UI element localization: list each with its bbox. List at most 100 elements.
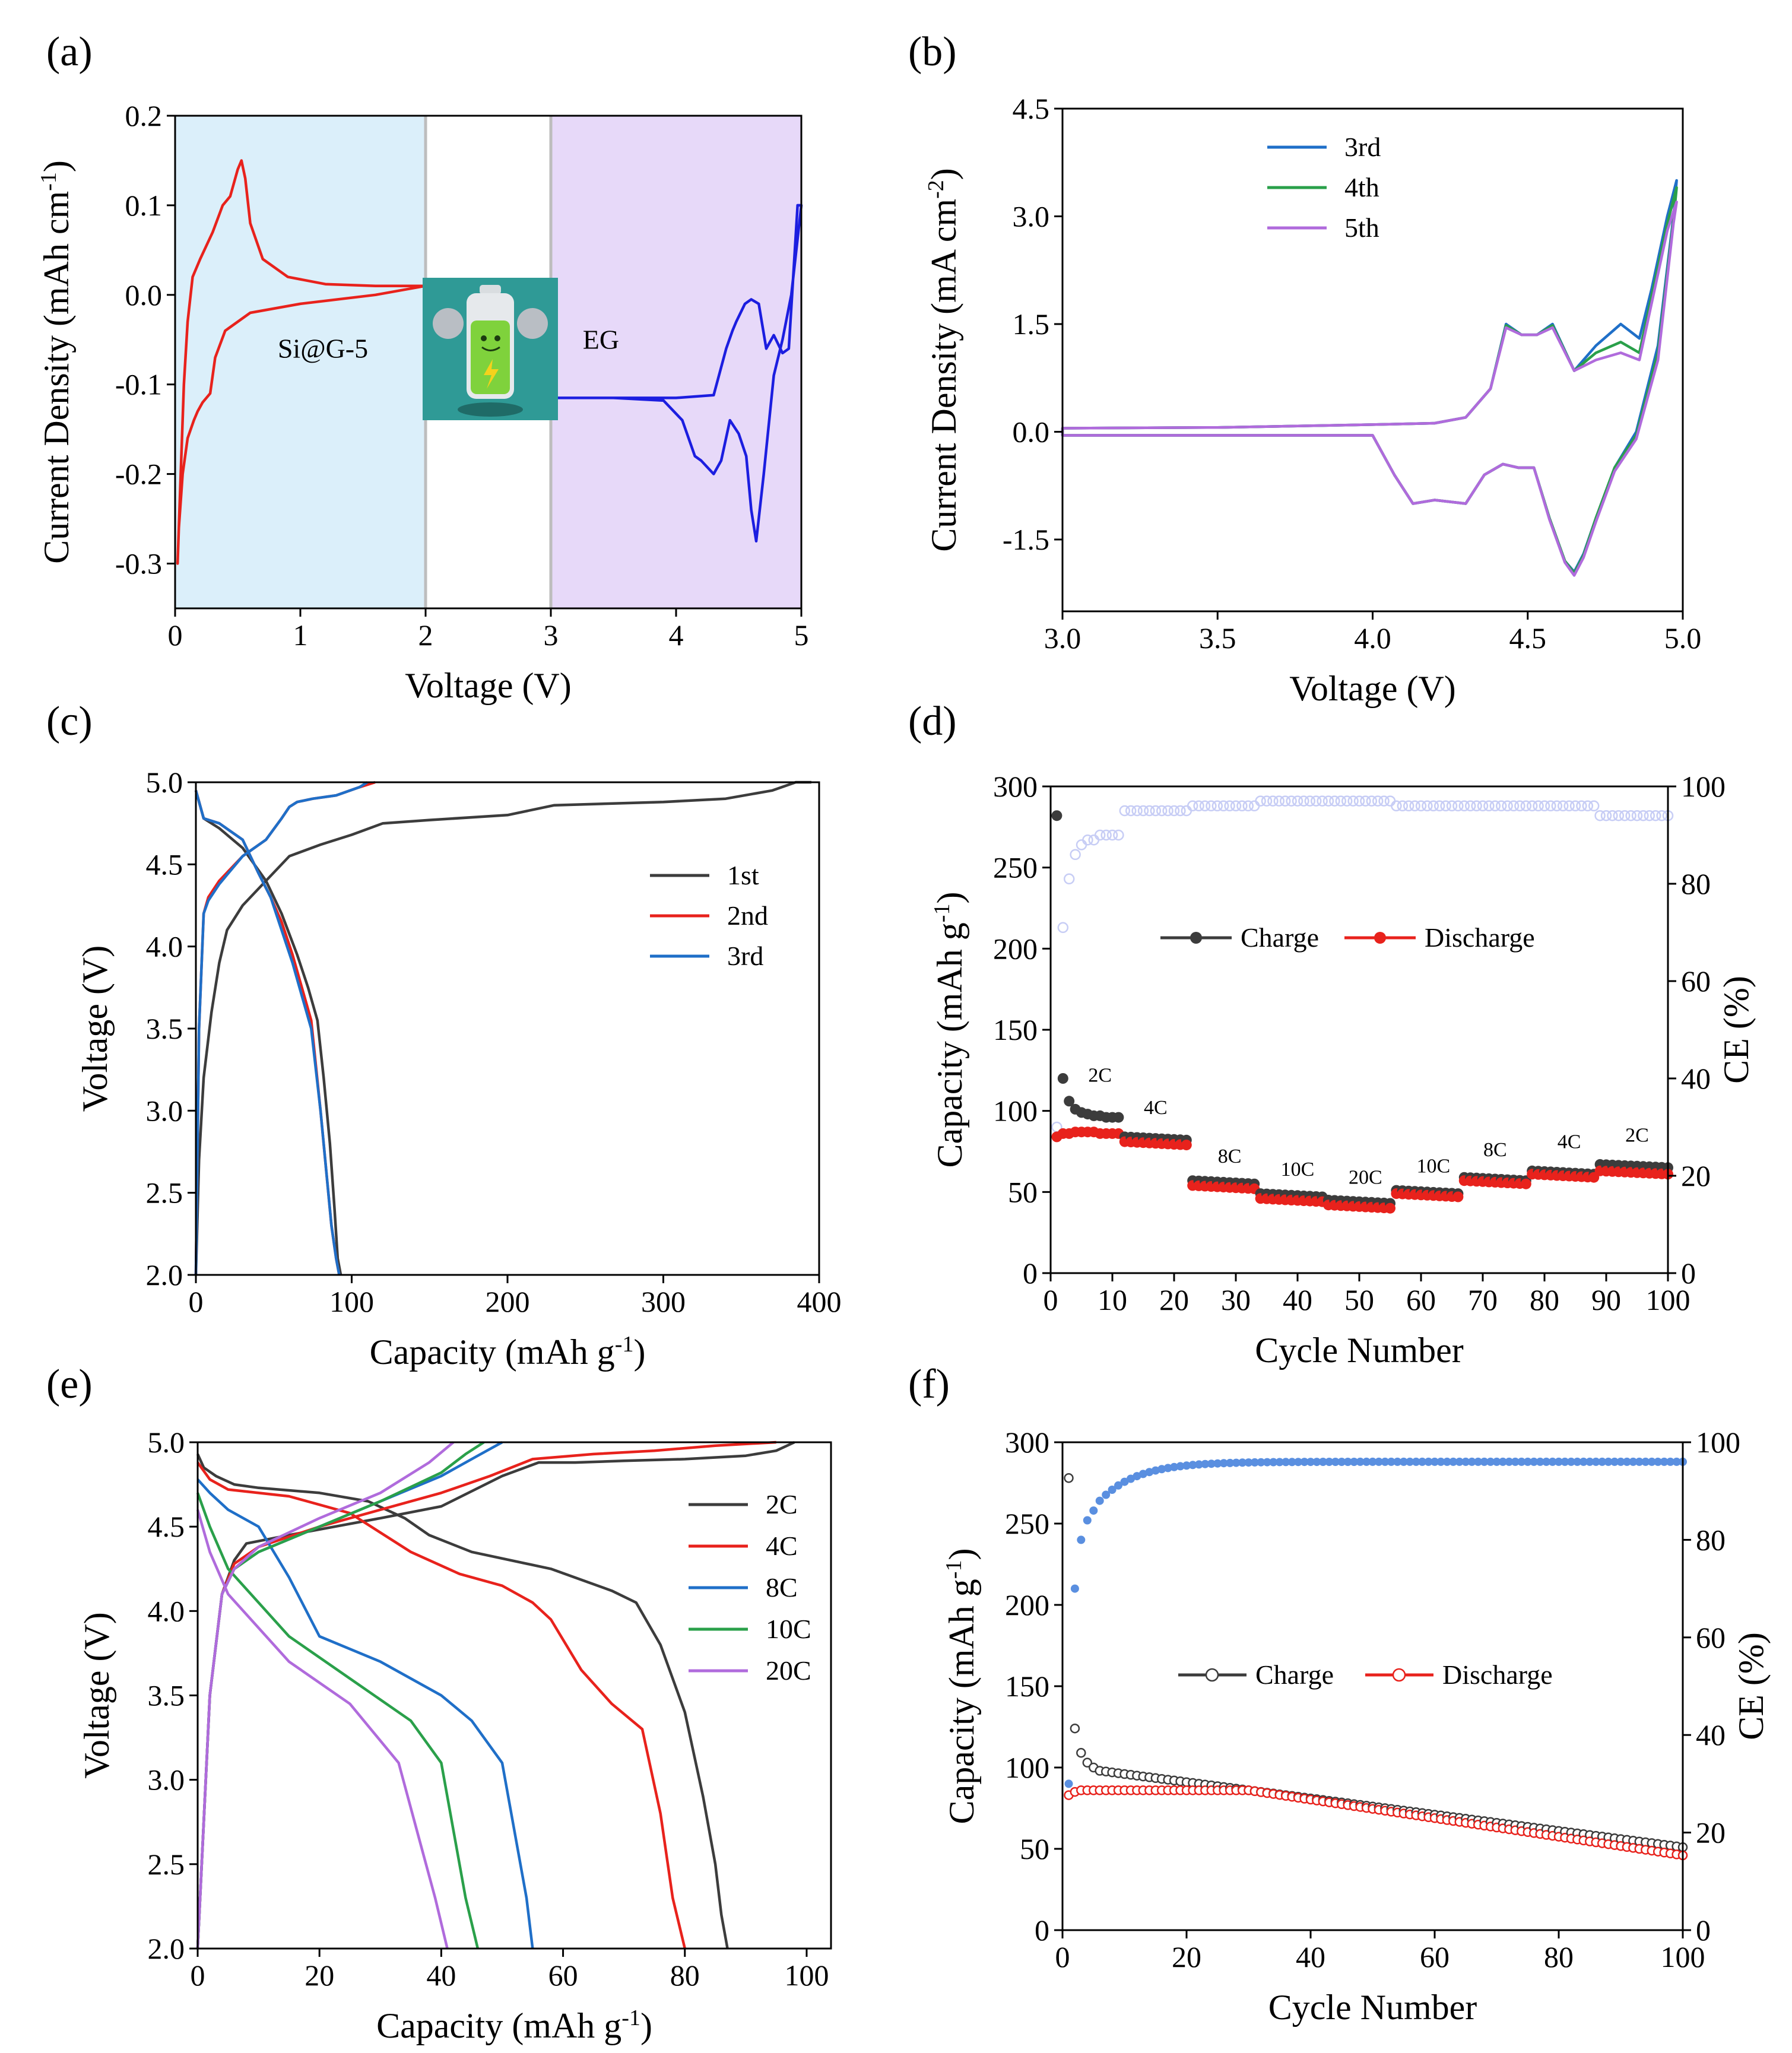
y-tick-label: 3.5 bbox=[146, 1012, 183, 1045]
battery-icon bbox=[423, 278, 558, 420]
chart-panel-c: 1st 2nd 3rd 0 100 200 300 400 2.0 2.5 3.0 3.5 4.0 4.5… bbox=[75, 766, 842, 1372]
x-tick-label: 400 bbox=[797, 1285, 842, 1318]
battery-shadow bbox=[458, 402, 523, 417]
y-right-tick-label: 60 bbox=[1696, 1621, 1726, 1654]
ce-point bbox=[1428, 800, 1439, 812]
y-right-tick-label: 100 bbox=[1696, 1426, 1740, 1459]
x-tick-label: 0 bbox=[191, 1959, 205, 1992]
ce-point bbox=[1656, 810, 1667, 821]
series-line-discharge bbox=[194, 790, 341, 1275]
rate-label: 8C bbox=[1218, 1146, 1242, 1167]
y-tick-label: 4.5 bbox=[1013, 92, 1050, 125]
ce-point bbox=[1600, 810, 1612, 821]
ce-point bbox=[1125, 805, 1137, 817]
rate-label: 4C bbox=[1144, 1097, 1168, 1119]
ce-point bbox=[1415, 800, 1427, 812]
ce-point bbox=[1579, 1457, 1588, 1466]
ce-point bbox=[1523, 1457, 1532, 1466]
y-tick-label: -0.1 bbox=[115, 368, 162, 401]
x-tick-label: 5.0 bbox=[1664, 621, 1702, 655]
y-tick-label: 4.5 bbox=[148, 1510, 185, 1543]
ce-point bbox=[1403, 800, 1414, 812]
legend-entry: 3rd bbox=[1344, 132, 1381, 162]
ce-point bbox=[1452, 800, 1464, 812]
charge-point bbox=[1113, 1112, 1124, 1123]
chart-panel-a: Si@G-5 EG 0 1 2 3 4 5 -0.3 -0.2 -0.1 0.0 0.1 0.2 Volta… bbox=[36, 99, 809, 705]
rate-label: 10C bbox=[1416, 1156, 1450, 1178]
ce-point bbox=[1607, 810, 1618, 821]
ce-point bbox=[1502, 800, 1513, 812]
ce-point bbox=[1322, 795, 1334, 807]
ce-point bbox=[1095, 1496, 1104, 1505]
series-line-charge bbox=[196, 1441, 455, 1949]
panel-label: (b) bbox=[908, 29, 957, 75]
x-axis-label: Voltage (V) bbox=[1289, 669, 1456, 708]
ce-point bbox=[1070, 1584, 1079, 1593]
discharge-point bbox=[1385, 1202, 1395, 1214]
series-line bbox=[1061, 186, 1678, 575]
ce-point bbox=[1176, 1462, 1185, 1471]
x-axis-label: Capacity (mAh g-1) bbox=[370, 1332, 646, 1372]
legend-entry: Discharge bbox=[1442, 1659, 1553, 1690]
ce-point bbox=[1100, 829, 1112, 841]
ce-point bbox=[1498, 1457, 1507, 1466]
y-tick-label: 1.5 bbox=[1013, 307, 1050, 341]
ce-point bbox=[1440, 800, 1451, 812]
ce-point bbox=[1317, 795, 1328, 807]
y-tick-label: 0 bbox=[1035, 1914, 1049, 1947]
ce-point bbox=[1150, 805, 1162, 817]
battery-eye-right bbox=[494, 335, 500, 341]
ce-point bbox=[1591, 1457, 1600, 1466]
x-tick-label: 100 bbox=[1646, 1283, 1690, 1316]
ce-point bbox=[1106, 829, 1118, 841]
ce-point bbox=[1224, 800, 1235, 812]
ce-point bbox=[1360, 795, 1371, 807]
y-tick-label: 300 bbox=[993, 770, 1038, 803]
y-right-tick-label: 0 bbox=[1681, 1256, 1696, 1290]
y-tick-label: -1.5 bbox=[1003, 523, 1049, 556]
annotation: EG bbox=[583, 324, 619, 354]
x-tick-label: 200 bbox=[486, 1285, 530, 1318]
ce-point bbox=[1436, 1457, 1445, 1466]
battery-arm-right bbox=[517, 308, 548, 339]
legend-entry: 2nd bbox=[727, 900, 768, 931]
ce-point bbox=[1585, 1457, 1594, 1466]
series-line-charge bbox=[194, 780, 811, 1275]
panel-label: (d) bbox=[908, 699, 957, 744]
ce-point bbox=[1598, 1457, 1607, 1466]
ce-point bbox=[1230, 800, 1242, 812]
legend-entry: 1st bbox=[727, 860, 759, 890]
ce-point bbox=[1282, 1458, 1290, 1467]
y-tick-label: 3.0 bbox=[148, 1763, 185, 1797]
ce-point bbox=[1114, 1481, 1122, 1490]
ce-point bbox=[1120, 1477, 1129, 1486]
ce-point bbox=[1539, 800, 1550, 812]
charge-point bbox=[1076, 1748, 1086, 1758]
y-axis-label: Voltage (V) bbox=[75, 945, 115, 1112]
series-line-discharge bbox=[196, 1453, 729, 1949]
x-tick-label: 40 bbox=[1296, 1940, 1325, 1973]
legend-entry: 20C bbox=[766, 1655, 811, 1686]
ce-point bbox=[1563, 800, 1575, 812]
panel-label: (a) bbox=[46, 29, 93, 75]
ce-point bbox=[1458, 800, 1470, 812]
ce-point bbox=[1312, 1458, 1321, 1467]
ce-point bbox=[1480, 1457, 1489, 1466]
ce-point bbox=[1533, 800, 1544, 812]
x-tick-label: 60 bbox=[548, 1959, 578, 1992]
ce-point bbox=[1194, 1460, 1203, 1469]
x-tick-label: 3.0 bbox=[1044, 621, 1081, 655]
ce-point bbox=[1304, 795, 1316, 807]
ce-point bbox=[1505, 1457, 1514, 1466]
y-tick-label: 3.0 bbox=[1013, 200, 1050, 233]
ce-point bbox=[1526, 800, 1538, 812]
charge-point bbox=[1082, 1757, 1093, 1768]
rate-label: 8C bbox=[1483, 1139, 1507, 1161]
ce-point bbox=[1520, 800, 1532, 812]
y-tick-label: 2.5 bbox=[146, 1176, 183, 1210]
ce-point bbox=[1561, 1457, 1569, 1466]
ce-point bbox=[1492, 1457, 1501, 1466]
ce-point bbox=[1341, 795, 1353, 807]
plot-frame bbox=[174, 115, 803, 610]
